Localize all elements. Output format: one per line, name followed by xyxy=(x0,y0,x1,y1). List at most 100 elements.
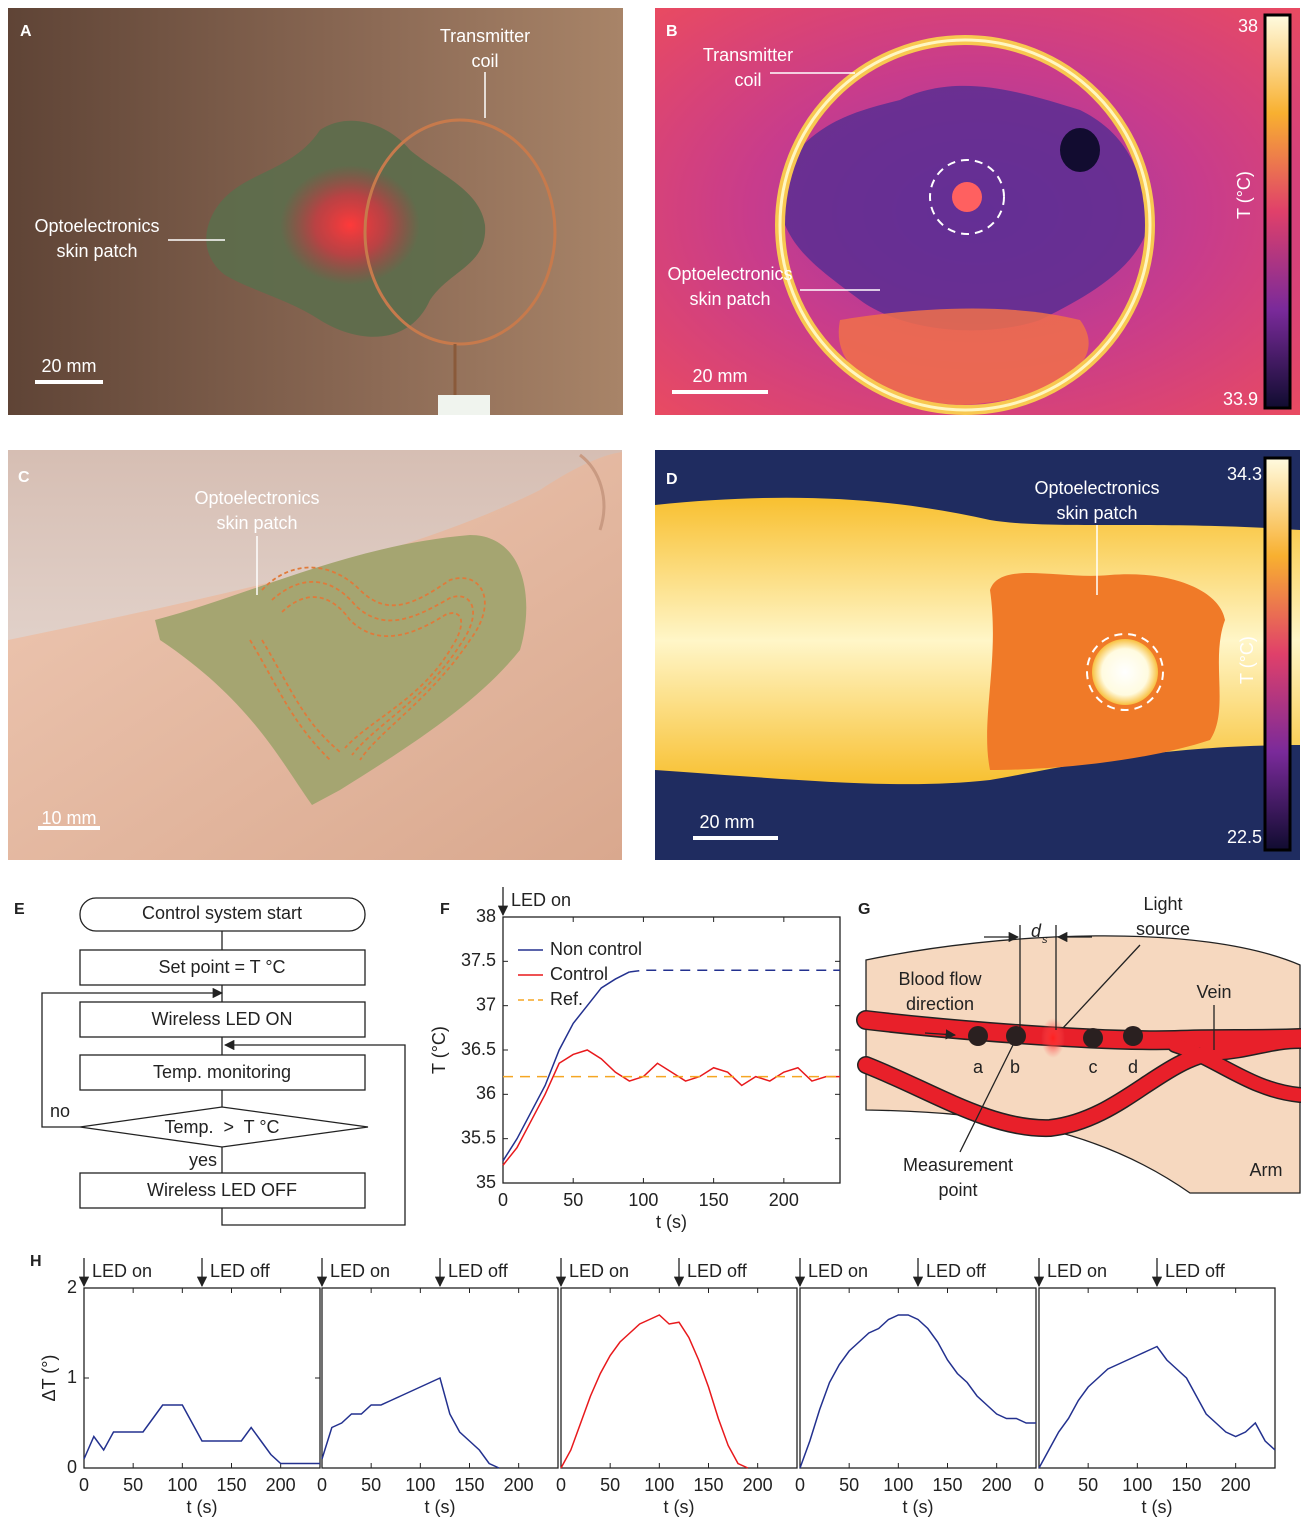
panel-letter: B xyxy=(666,23,678,40)
patch-label: Optoelectronics xyxy=(194,488,319,508)
legend-label: Non control xyxy=(550,939,642,959)
edge-label: no xyxy=(50,1101,70,1121)
x-tick-label: 50 xyxy=(563,1190,583,1210)
y-tick-label: 37 xyxy=(476,994,496,1014)
flow-node-label: Temp. monitoring xyxy=(153,1062,291,1082)
point-label: b xyxy=(1010,1057,1020,1077)
point-label: c xyxy=(1089,1057,1098,1077)
point-label: a xyxy=(973,1057,984,1077)
y-tick-label: 37.5 xyxy=(461,950,496,970)
annotation-label: LED on xyxy=(808,1261,868,1281)
y-tick-label: 35.5 xyxy=(461,1127,496,1147)
y-tick-label: 1 xyxy=(67,1367,77,1387)
x-tick-label: 100 xyxy=(1122,1475,1152,1495)
x-tick-label: 200 xyxy=(504,1475,534,1495)
patch-label: skin patch xyxy=(56,241,137,261)
data-line xyxy=(629,970,840,972)
data-line xyxy=(503,1050,840,1165)
patch-label: skin patch xyxy=(1056,503,1137,523)
x-axis-label: t (s) xyxy=(664,1497,695,1517)
flow-node-label: Wireless LED OFF xyxy=(147,1180,297,1200)
photo-c: C Optoelectronics skin patch 10 mm xyxy=(8,450,622,860)
colorbar-label: T (°C) xyxy=(1237,636,1257,684)
x-tick-label: 100 xyxy=(167,1475,197,1495)
x-tick-label: 150 xyxy=(1171,1475,1201,1495)
annotation-label: LED on xyxy=(511,890,571,910)
panel-letter: H xyxy=(30,1253,42,1270)
flow-label: direction xyxy=(906,994,974,1014)
colorbar-min: 33.9 xyxy=(1223,389,1258,409)
annotation-label: LED off xyxy=(448,1261,509,1281)
panel-letter: F xyxy=(440,901,450,918)
y-tick-label: 2 xyxy=(67,1277,77,1297)
arm-label: Arm xyxy=(1250,1160,1283,1180)
annotation-label: LED on xyxy=(569,1261,629,1281)
flow-node-label: Temp. > T °C xyxy=(164,1117,279,1137)
x-tick-label: 200 xyxy=(1221,1475,1251,1495)
x-tick-label: 50 xyxy=(839,1475,859,1495)
flowchart-e: E Control system start Set point = T °C … xyxy=(14,898,405,1225)
flow-node-label: Control system start xyxy=(142,903,302,923)
panel-letter: G xyxy=(858,901,870,918)
scale-bar-label: 10 mm xyxy=(41,808,96,828)
panel-letter: E xyxy=(14,901,25,918)
flow-node-label: Wireless LED ON xyxy=(151,1009,292,1029)
x-tick-label: 150 xyxy=(454,1475,484,1495)
x-axis-label: t (s) xyxy=(903,1497,934,1517)
x-tick-label: 200 xyxy=(743,1475,773,1495)
x-tick-label: 50 xyxy=(600,1475,620,1495)
legend-label: Control xyxy=(550,964,608,984)
ds-subscript: s xyxy=(1042,934,1048,946)
measure-label: point xyxy=(938,1180,977,1200)
coil-label: Transmitter xyxy=(703,45,793,65)
x-tick-label: 0 xyxy=(556,1475,566,1495)
coil-label: coil xyxy=(471,51,498,71)
ds-label: d xyxy=(1031,921,1042,941)
data-line xyxy=(322,1378,499,1468)
y-axis-label: ΔT (°) xyxy=(39,1355,59,1402)
data-line xyxy=(1039,1347,1275,1469)
y-tick-label: 36 xyxy=(476,1083,496,1103)
x-tick-label: 200 xyxy=(266,1475,296,1495)
x-axis-label: t (s) xyxy=(656,1212,687,1232)
patch-label: Optoelectronics xyxy=(667,264,792,284)
x-tick-label: 0 xyxy=(1034,1475,1044,1495)
annotation-label: LED off xyxy=(926,1261,987,1281)
x-tick-label: 0 xyxy=(79,1475,89,1495)
measure-label: Measurement xyxy=(903,1155,1013,1175)
colorbar-min: 22.5 xyxy=(1227,827,1262,847)
patch-label: Optoelectronics xyxy=(34,216,159,236)
x-tick-label: 0 xyxy=(498,1190,508,1210)
x-axis-label: t (s) xyxy=(1142,1497,1173,1517)
x-axis-label: t (s) xyxy=(187,1497,218,1517)
photo-a: A Transmitter coil Optoelectronics skin … xyxy=(8,8,623,415)
y-tick-label: 38 xyxy=(476,906,496,926)
x-tick-label: 200 xyxy=(769,1190,799,1210)
legend-label: Ref. xyxy=(550,989,583,1009)
vein-label: Vein xyxy=(1196,982,1231,1002)
x-tick-label: 100 xyxy=(883,1475,913,1495)
x-tick-label: 100 xyxy=(628,1190,658,1210)
scale-bar-label: 20 mm xyxy=(41,356,96,376)
colorbar-max: 34.3 xyxy=(1227,464,1262,484)
y-tick-label: 35 xyxy=(476,1172,496,1192)
axes-frame xyxy=(800,1288,1036,1468)
light-label: Light xyxy=(1143,894,1182,914)
coil-label: Transmitter xyxy=(440,26,530,46)
x-tick-label: 50 xyxy=(1078,1475,1098,1495)
annotation-label: LED on xyxy=(330,1261,390,1281)
patch-label: skin patch xyxy=(216,513,297,533)
x-tick-label: 0 xyxy=(795,1475,805,1495)
annotation-label: LED off xyxy=(1165,1261,1226,1281)
flow-node-label: Set point = T °C xyxy=(158,957,285,977)
x-tick-label: 50 xyxy=(123,1475,143,1495)
colorbar-max: 38 xyxy=(1238,16,1258,36)
light-label: source xyxy=(1136,919,1190,939)
x-tick-label: 0 xyxy=(317,1475,327,1495)
colorbar-label: T (°C) xyxy=(1234,171,1254,219)
panel-letter: C xyxy=(18,469,30,486)
edge-label: yes xyxy=(189,1150,217,1170)
thermal-b: B Transmitter coil Optoelectronics skin … xyxy=(655,8,1300,415)
axes-frame xyxy=(1039,1288,1275,1468)
point-label: d xyxy=(1128,1057,1138,1077)
